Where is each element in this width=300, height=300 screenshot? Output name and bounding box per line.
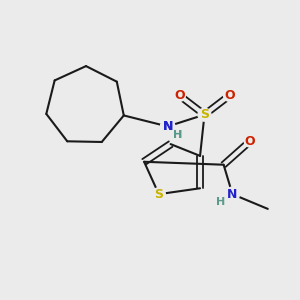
Circle shape (174, 90, 185, 101)
Text: H: H (173, 130, 183, 140)
Circle shape (160, 119, 175, 134)
Circle shape (198, 108, 211, 121)
Circle shape (244, 135, 256, 147)
Text: N: N (227, 188, 238, 201)
Circle shape (160, 119, 175, 134)
Text: H: H (216, 196, 225, 206)
Text: O: O (174, 89, 185, 102)
Text: N: N (163, 120, 173, 133)
Text: S: S (200, 108, 209, 121)
Circle shape (225, 187, 239, 201)
Text: O: O (245, 135, 255, 148)
Circle shape (224, 90, 236, 101)
Circle shape (152, 188, 165, 201)
Text: H: H (173, 130, 183, 140)
Text: O: O (224, 89, 235, 102)
Text: S: S (154, 188, 163, 201)
Text: N: N (163, 120, 173, 133)
